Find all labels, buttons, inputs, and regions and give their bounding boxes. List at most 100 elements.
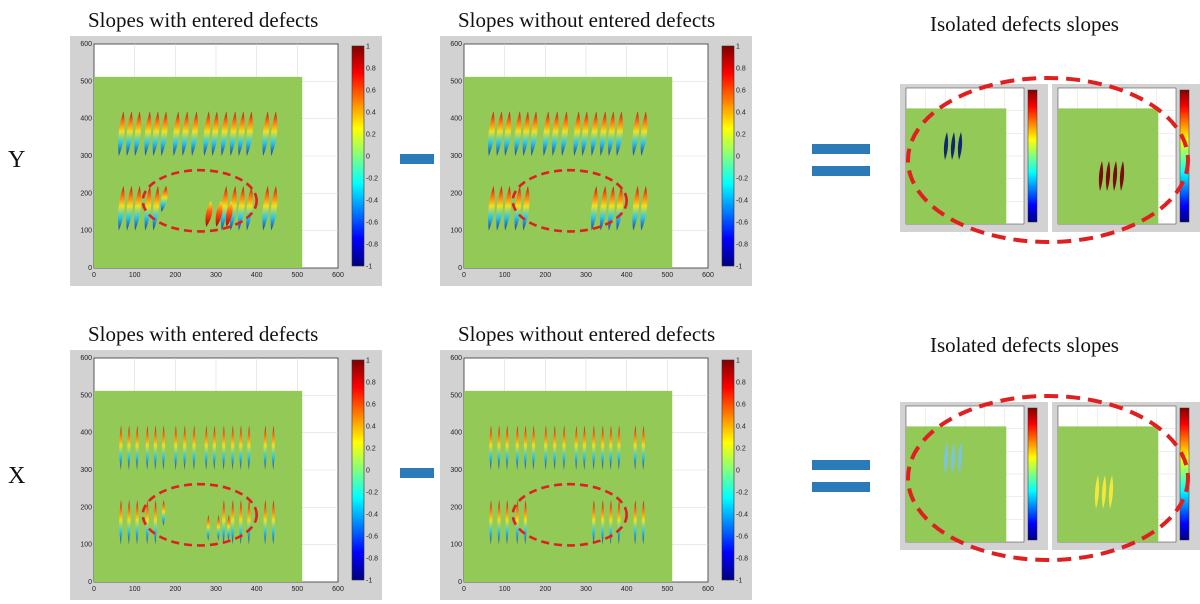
isolated-defect-streak [1098,161,1104,191]
colorbar-tick-label: 0.4 [366,110,376,117]
minus-operator-y [400,154,434,164]
slope-streak [633,425,637,470]
green-field [94,76,303,268]
y-tick-label: 300 [80,153,92,160]
colorbar [1027,407,1038,541]
x-tick-label: 200 [539,272,551,279]
slope-streak [183,425,187,470]
slope-streak [617,499,621,545]
x-tick-label: 0 [92,586,96,593]
colorbar-tick-label: -0.6 [736,534,748,541]
isolated-defect-streak [1119,161,1125,191]
x-tick-label: 400 [621,272,633,279]
slope-streak [582,425,586,470]
colorbar-tick-label: 0.8 [366,380,376,387]
slope-streak [497,425,501,470]
slope-streak [640,185,648,231]
slope-streak [239,499,243,545]
y-tick-label: 100 [80,542,92,549]
slope-streak [237,185,245,231]
x-tick-label: 400 [251,272,263,279]
slope-streak [181,111,189,156]
slope-streak [514,185,522,231]
y-tick-label: 400 [450,116,462,123]
colorbar-tick-label: -1 [366,578,372,585]
colorbar-tick-label: 0.8 [736,66,746,73]
slope-streak [531,425,536,470]
x-tick-label: 600 [702,586,714,593]
y-tick-label: 0 [458,579,462,586]
slope-streak [230,499,235,545]
colorbar [351,359,365,581]
isolated-ellipse-x [906,394,1190,562]
colorbar-tick-label: -0.4 [366,198,378,205]
isolated-defect-streak [1101,475,1107,509]
slope-streak [607,185,615,231]
y-tick-label: 600 [450,41,462,48]
colorbar [351,45,365,267]
colorbar-tick-label: -1 [736,264,742,271]
y-tick-label: 600 [80,355,92,362]
x-tick-label: 200 [539,586,551,593]
slope-streak [204,425,208,470]
colorbar-tick-label: -0.4 [736,198,748,205]
colorbar-tick-label: 0 [366,468,370,475]
slope-streak [496,111,504,156]
y-tick-label: 0 [88,265,92,272]
slope-streak [270,111,278,156]
row-label-x: X [8,463,26,489]
isolated-defect-streak [1108,475,1114,509]
colorbar-tick-label: 0.6 [366,88,376,95]
y-tick-label: 0 [88,579,92,586]
slope-streak [609,425,613,470]
slope-streak [263,499,267,545]
slope-streak [220,185,228,231]
slope-streak [161,499,166,526]
y-tick-label: 500 [80,78,92,85]
slope-streak [505,425,509,470]
slope-streak [230,425,235,470]
slope-streak [523,425,528,470]
slope-streak [237,111,245,156]
slope-streak [553,425,557,470]
isolated-defect-streak [943,442,949,474]
slope-streak [551,111,559,156]
x-tick-label: 500 [291,272,303,279]
slope-streak [544,425,548,470]
x-tick-label: 0 [462,586,466,593]
isolated-defect-streak [957,132,963,160]
green-field [906,108,1007,224]
isolated-plot-x-right [1052,402,1200,550]
slope-streak [616,185,624,231]
x-tick-label: 100 [129,272,141,279]
isolated-defect-streak [943,132,949,160]
slope-streak [262,185,270,231]
colorbar-tick-label: -0.2 [736,490,748,497]
slope-streak [530,111,538,156]
slope-streak [134,185,142,231]
colorbar-tick-label: 1 [736,358,740,365]
slope-streak [561,111,569,156]
colorbar-tick-label: -0.6 [366,220,378,227]
y-tick-label: 100 [450,228,462,235]
x-tick-label: 0 [92,272,96,279]
isolated-plot-y-left [900,84,1048,232]
title-with-defects-x: Slopes with entered defects [88,322,319,346]
slope-streak [229,185,237,231]
colorbar-tick-label: -0.2 [366,176,378,183]
slope-streak [607,111,615,156]
slope-streak [641,425,645,470]
slope-streak [160,185,168,212]
slope-streak [206,514,210,541]
colorbar-tick-label: -0.2 [736,176,748,183]
slope-streak [592,425,596,470]
colorbar-tick-label: 0.2 [366,446,376,453]
colorbar-tick-label: -0.4 [366,512,378,519]
slope-streak [590,111,598,156]
colorbar-tick-label: 0.4 [736,110,746,117]
x-tick-label: 0 [462,272,466,279]
slope-streak [220,111,228,156]
slope-streak [191,111,199,156]
slope-streak [609,499,613,545]
slope-streak [246,111,254,156]
